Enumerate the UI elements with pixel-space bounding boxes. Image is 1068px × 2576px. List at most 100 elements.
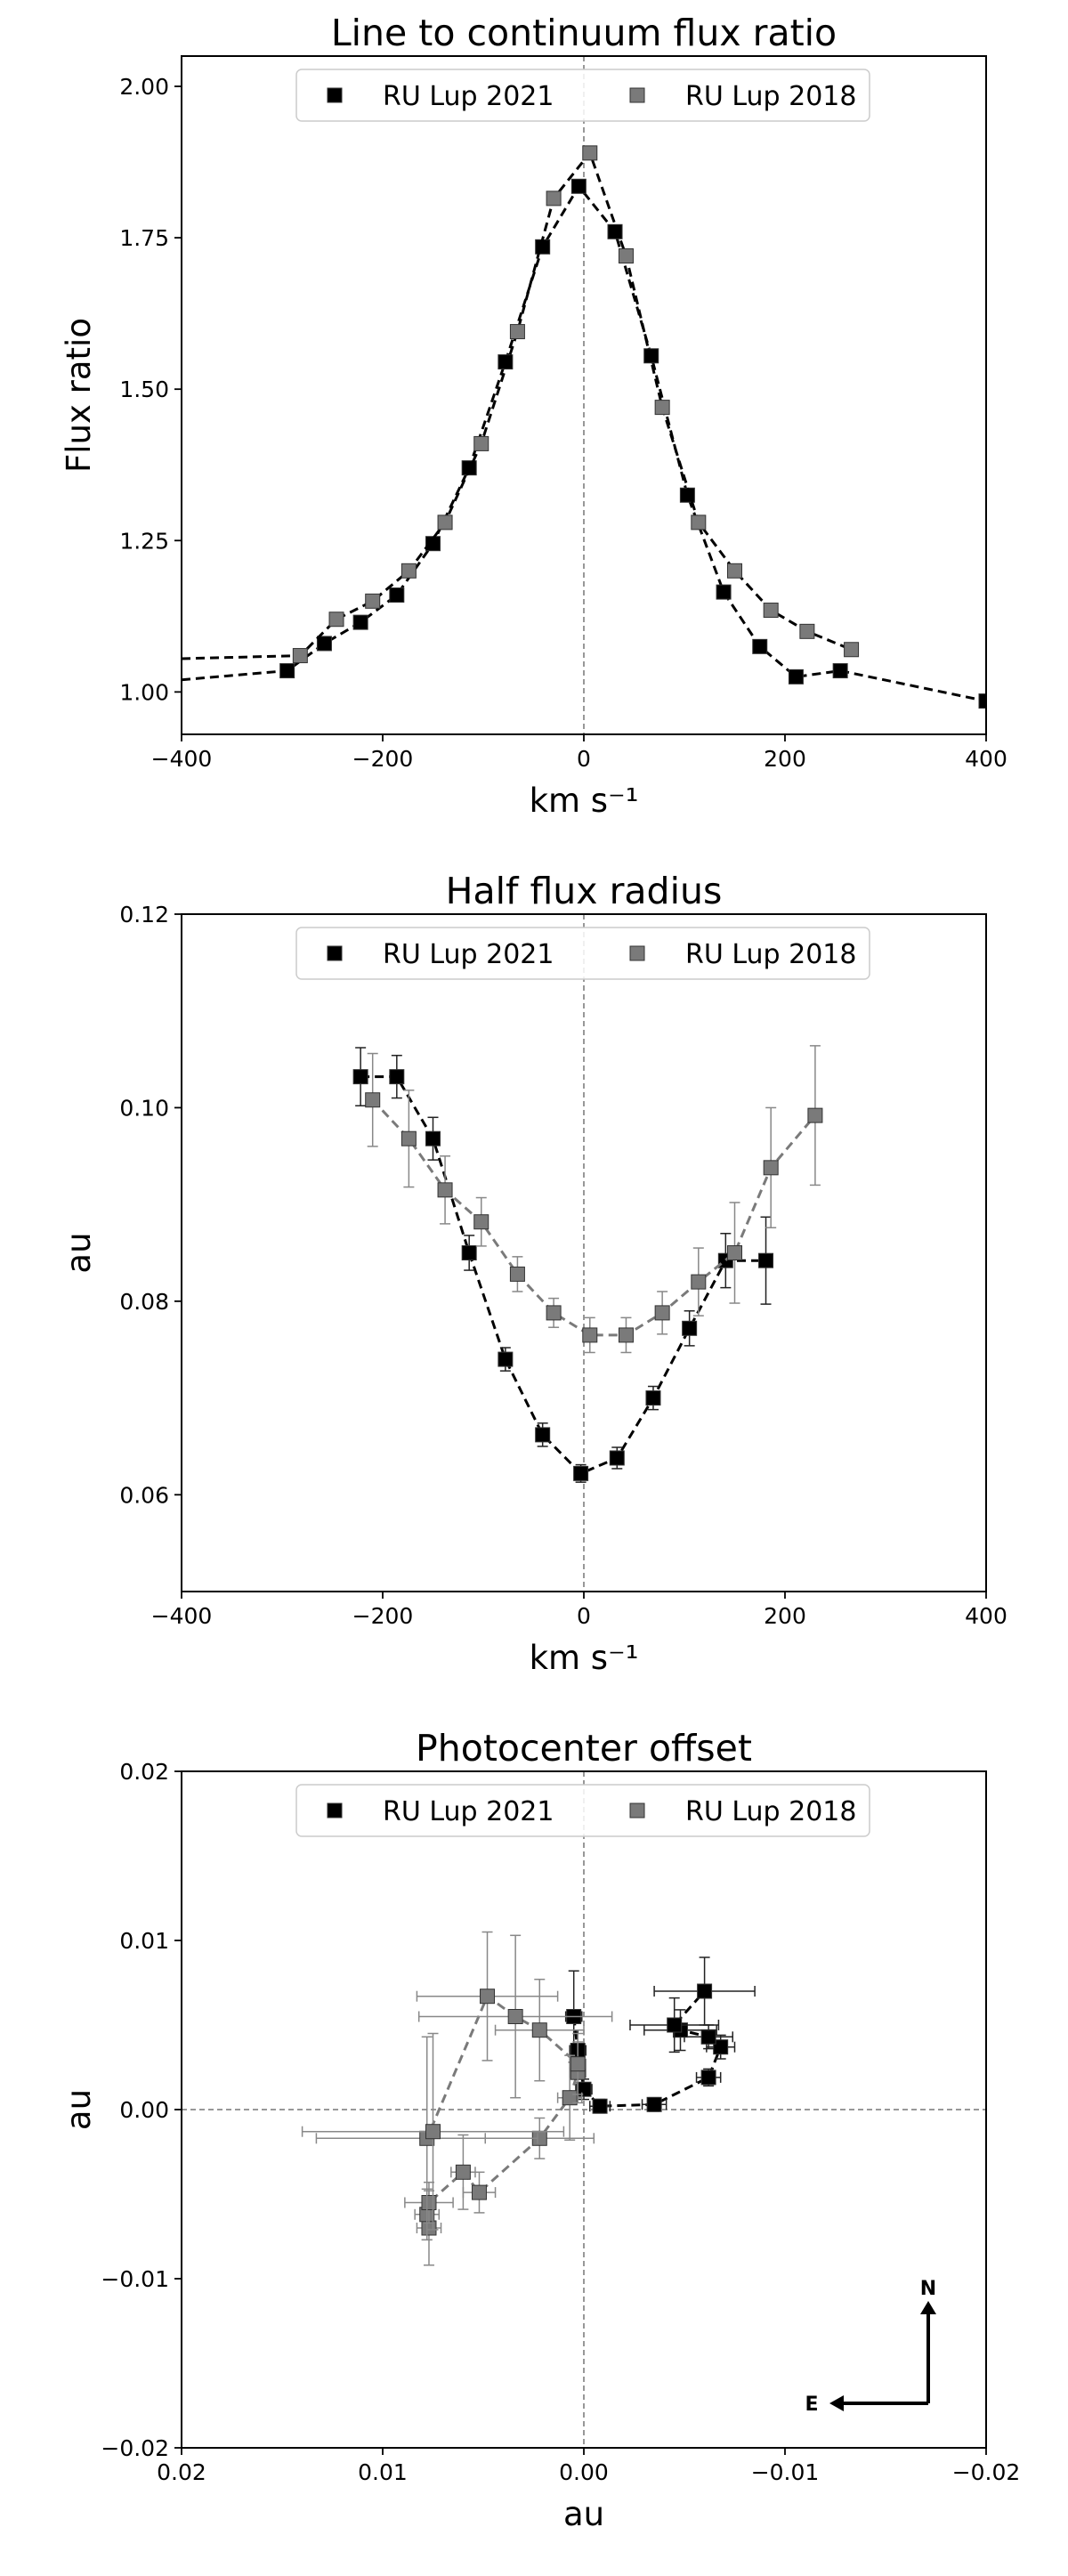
data-point	[700, 2070, 716, 2086]
north-label: N	[920, 2278, 936, 2300]
legend-label: RU Lup 2018	[685, 1796, 856, 1827]
data-point	[316, 636, 332, 652]
data-point	[352, 614, 368, 630]
north-arrowhead	[920, 2301, 936, 2314]
y-tick-label: −0.01	[101, 2266, 169, 2292]
data-point	[645, 1390, 661, 1406]
data-point	[763, 603, 779, 619]
data-point	[573, 1465, 589, 1481]
data-point	[279, 663, 295, 679]
data-point	[646, 2096, 662, 2112]
data-point	[437, 514, 453, 531]
east-arrowhead	[829, 2395, 844, 2411]
legend-label: RU Lup 2018	[685, 939, 856, 970]
data-point	[618, 248, 634, 264]
data-point	[682, 1320, 698, 1336]
y-tick-label: −0.02	[101, 2435, 169, 2461]
legend: RU Lup 2021 RU Lup 2018	[295, 1784, 870, 1837]
legend-marker	[629, 87, 645, 103]
data-point	[758, 1252, 774, 1268]
data-point	[679, 487, 695, 503]
y-tick-label: 0.02	[119, 1759, 169, 1785]
data-point	[507, 2009, 523, 2024]
x-tick-label: 200	[764, 746, 806, 772]
data-point	[455, 2164, 471, 2180]
y-axis-label: au	[60, 2089, 98, 2130]
series-ru-lup-2018	[301, 1931, 613, 2266]
series-ru-lup-2021	[352, 1047, 774, 1483]
chart-title: Line to continuum flux ratio	[331, 12, 837, 54]
x-tick-label: 0	[577, 746, 591, 772]
legend-label: RU Lup 2021	[383, 1796, 554, 1827]
data-point	[716, 584, 732, 600]
y-tick-label: 0.12	[119, 902, 169, 928]
data-point	[691, 1274, 707, 1290]
data-point	[697, 1983, 713, 1999]
data-point	[799, 623, 815, 639]
data-layer	[301, 1931, 756, 2266]
x-axis-label: km s⁻¹	[530, 1639, 639, 1677]
data-point	[582, 1327, 598, 1343]
data-point	[654, 1305, 670, 1321]
panel-1: −400 −200 0 200 400 1.00 1.25 1.50 1.75 2.00 Line …	[60, 12, 1007, 820]
data-point	[576, 2081, 592, 2097]
legend-box	[295, 927, 870, 980]
data-layer	[182, 145, 986, 709]
legend-marker	[327, 945, 343, 961]
data-point	[425, 1130, 441, 1146]
data-point	[292, 648, 308, 664]
data-point	[654, 400, 670, 416]
data-point	[509, 324, 525, 340]
data-point	[609, 1450, 625, 1466]
x-tick-label: 0.00	[559, 2459, 609, 2485]
data-point	[727, 1245, 742, 1260]
legend-box	[295, 69, 870, 122]
y-tick-label: 0.06	[119, 1482, 169, 1508]
data-point	[667, 2017, 683, 2033]
y-tick-label: 0.00	[119, 2097, 169, 2123]
data-point	[582, 145, 598, 161]
data-point	[546, 1305, 562, 1321]
data-point	[546, 190, 562, 207]
east-label: E	[805, 2394, 818, 2416]
data-point	[389, 587, 405, 603]
data-point	[727, 563, 742, 579]
data-point	[461, 1245, 477, 1260]
data-point	[498, 1351, 514, 1367]
data-point	[691, 514, 707, 531]
data-point	[763, 1160, 779, 1176]
data-point	[473, 1214, 490, 1230]
y-tick-label: 1.25	[119, 528, 169, 554]
data-point	[400, 563, 417, 579]
x-axis-label: km s⁻¹	[530, 782, 639, 820]
y-tick-label: 0.10	[119, 1095, 169, 1121]
legend-box	[295, 1784, 870, 1837]
series-ru-lup-2021	[182, 178, 986, 709]
panel-2: −400 −200 0 200 400 0.06 0.08 0.10 0.12 Half flux…	[60, 870, 1007, 1677]
y-axis-label: Flux ratio	[60, 318, 98, 473]
series-ru-lup-2018	[182, 145, 860, 664]
data-point	[328, 612, 344, 628]
y-tick-label: 2.00	[119, 74, 169, 100]
data-point	[700, 2029, 716, 2045]
data-point	[570, 178, 587, 194]
data-point	[570, 2056, 586, 2072]
data-layer	[352, 1045, 823, 1483]
data-point	[352, 1069, 368, 1085]
data-point	[365, 593, 381, 609]
x-tick-label: 400	[965, 1603, 1007, 1629]
y-tick-label: 0.01	[119, 1928, 169, 1954]
x-tick-label: 200	[764, 1603, 806, 1629]
chart-title: Photocenter offset	[416, 1727, 752, 1770]
data-point	[618, 1327, 634, 1343]
compass: NE	[805, 2278, 936, 2416]
x-tick-label: −400	[151, 746, 213, 772]
legend-marker	[629, 945, 645, 961]
x-tick-label: −0.02	[952, 2459, 1021, 2485]
data-point	[437, 1182, 453, 1198]
legend-label: RU Lup 2018	[685, 81, 856, 112]
chart-title: Half flux radius	[446, 870, 723, 912]
data-point	[535, 1427, 551, 1443]
y-tick-label: 0.08	[119, 1289, 169, 1315]
